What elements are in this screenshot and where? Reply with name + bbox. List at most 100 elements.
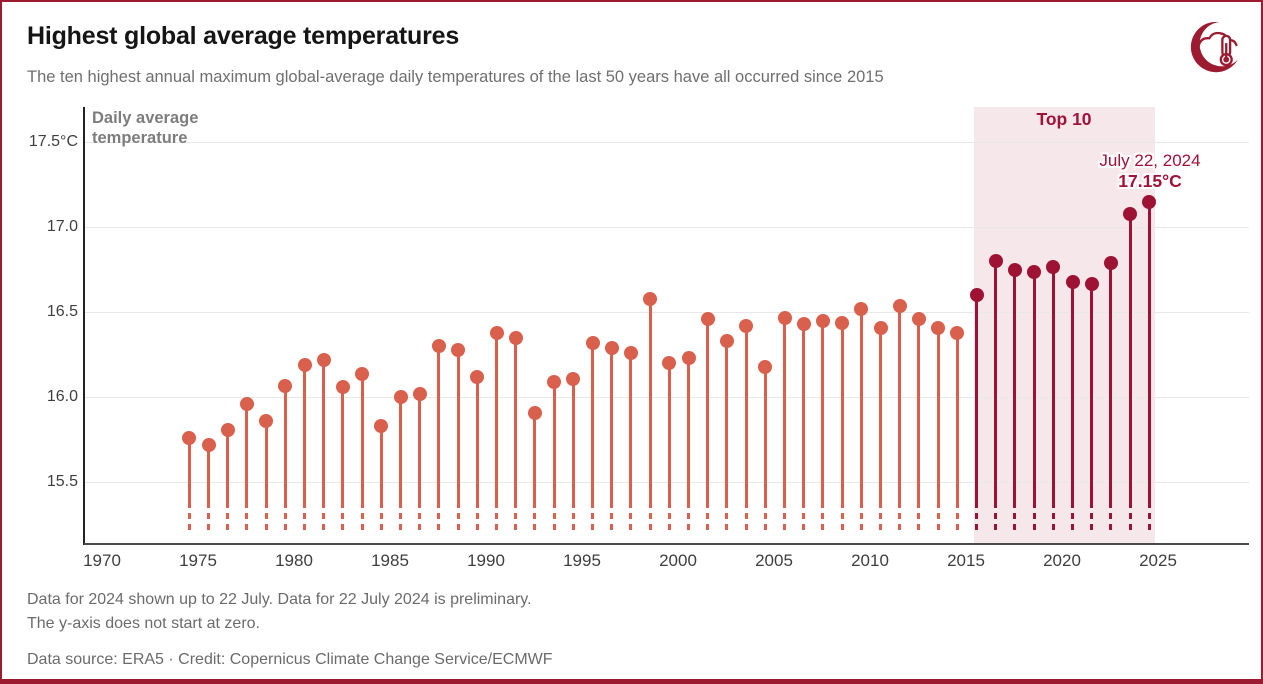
lollipop-stem xyxy=(648,298,652,502)
lollipop-stem-dashed xyxy=(917,502,921,535)
lollipop-stem xyxy=(936,327,940,502)
lollipop-dot xyxy=(297,358,312,373)
lollipop-stem xyxy=(379,426,383,502)
y-tick-label: 17.0 xyxy=(46,218,78,236)
lollipop-stem-dashed xyxy=(1071,502,1075,535)
y-tick-label: 16.0 xyxy=(46,388,78,406)
x-tick-label: 2010 xyxy=(851,551,889,570)
lollipop-stem-dashed xyxy=(187,502,191,535)
lollipop-dot xyxy=(451,342,466,357)
record-annotation-date: July 22, 2024 xyxy=(1099,151,1201,170)
lollipop-stem xyxy=(1032,271,1036,502)
x-tick-label: 1970 xyxy=(83,551,121,570)
lollipop-dot xyxy=(835,315,850,330)
lollipop-stem-dashed xyxy=(552,502,556,535)
lollipop-stem xyxy=(1013,269,1017,502)
top10-label: Top 10 xyxy=(1036,109,1092,129)
lollipop-stem xyxy=(898,305,902,502)
y-axis-title: Daily average temperature xyxy=(92,108,198,148)
lollipop-stem-dashed xyxy=(1147,502,1151,535)
lollipop-stem-dashed xyxy=(879,502,883,535)
y-tick-label: 16.5 xyxy=(46,303,78,321)
lollipop-stem xyxy=(322,360,326,502)
y-axis-line xyxy=(83,107,85,545)
lollipop-stem-dashed xyxy=(264,502,268,535)
lollipop-stem xyxy=(187,438,191,502)
lollipop-stem xyxy=(495,332,499,502)
lollipop-dot xyxy=(911,312,926,327)
lollipop-dot xyxy=(393,390,408,405)
lollipop-stem-dashed xyxy=(245,502,249,535)
lollipop-stem xyxy=(533,412,537,502)
lollipop-stem-dashed xyxy=(725,502,729,535)
lollipop-dot xyxy=(815,313,830,328)
lollipop-stem xyxy=(687,358,691,502)
lollipop-dot xyxy=(1046,259,1061,274)
lollipop-dot xyxy=(585,336,600,351)
lollipop-stem xyxy=(1071,281,1075,502)
lollipop-dot xyxy=(527,405,542,420)
lollipop-stem-dashed xyxy=(226,502,230,535)
lollipop-dot xyxy=(988,254,1003,269)
lollipop-stem xyxy=(994,261,998,502)
lollipop-stem-dashed xyxy=(341,502,345,535)
footer-source: Data source: ERA5 · Credit: Copernicus C… xyxy=(27,651,553,668)
lollipop-stem-dashed xyxy=(783,502,787,535)
copernicus-climate-logo-icon xyxy=(1190,21,1245,73)
lollipop-dot xyxy=(431,339,446,354)
lollipop-dot xyxy=(335,380,350,395)
lollipop-dot xyxy=(681,351,696,366)
lollipop-stem-dashed xyxy=(802,502,806,535)
lollipop-dot xyxy=(316,353,331,368)
lollipop-dot xyxy=(1084,276,1099,291)
top10-highlight-band xyxy=(974,107,1155,543)
lollipop-stem-dashed xyxy=(207,502,211,535)
lollipop-stem xyxy=(859,309,863,502)
page-title: Highest global average temperatures xyxy=(27,22,460,50)
lollipop-stem-dashed xyxy=(322,502,326,535)
lollipop-stem-dashed xyxy=(1109,502,1113,535)
lollipop-stem-dashed xyxy=(821,502,825,535)
lollipop-stem xyxy=(840,322,844,502)
lollipop-stem-dashed xyxy=(379,502,383,535)
lollipop-stem xyxy=(821,320,825,502)
lollipop-stem-dashed xyxy=(955,502,959,535)
y-tick-label: 17.5°C xyxy=(28,133,78,151)
lollipop-stem xyxy=(706,319,710,502)
lollipop-stem-dashed xyxy=(303,502,307,535)
lollipop-dot xyxy=(239,397,254,412)
x-tick-label: 2025 xyxy=(1139,551,1177,570)
lollipop-dot xyxy=(873,320,888,335)
lollipop-dot xyxy=(1103,256,1118,271)
lollipop-stem-dashed xyxy=(859,502,863,535)
lollipop-dot xyxy=(700,312,715,327)
lollipop-dot xyxy=(1027,264,1042,279)
lollipop-stem xyxy=(917,319,921,502)
lollipop-stem xyxy=(610,348,614,502)
lollipop-stem xyxy=(418,394,422,502)
lollipop-stem xyxy=(591,343,595,502)
lollipop-stem xyxy=(1090,283,1094,502)
gridline xyxy=(85,311,1249,313)
page-subtitle: The ten highest annual maximum global-av… xyxy=(27,68,884,86)
gridline xyxy=(85,396,1249,398)
lollipop-dot xyxy=(278,378,293,393)
record-annotation: July 22, 2024 17.15°C xyxy=(1099,151,1200,191)
lollipop-stem xyxy=(245,404,249,502)
lollipop-dot xyxy=(796,317,811,332)
lollipop-stem-dashed xyxy=(648,502,652,535)
lollipop-stem xyxy=(879,327,883,502)
lollipop-stem xyxy=(763,366,767,502)
lollipop-stem-dashed xyxy=(437,502,441,535)
lollipop-stem xyxy=(437,346,441,502)
lollipop-dot xyxy=(777,310,792,325)
footer-notes: Data for 2024 shown up to 22 July. Data … xyxy=(27,588,532,636)
lollipop-stem-dashed xyxy=(591,502,595,535)
lollipop-stem xyxy=(514,337,518,502)
lollipop-stem-dashed xyxy=(936,502,940,535)
lollipop-stem-dashed xyxy=(283,502,287,535)
lollipop-stem xyxy=(629,353,633,502)
lollipop-stem xyxy=(1128,213,1132,502)
lollipop-stem xyxy=(975,295,979,502)
